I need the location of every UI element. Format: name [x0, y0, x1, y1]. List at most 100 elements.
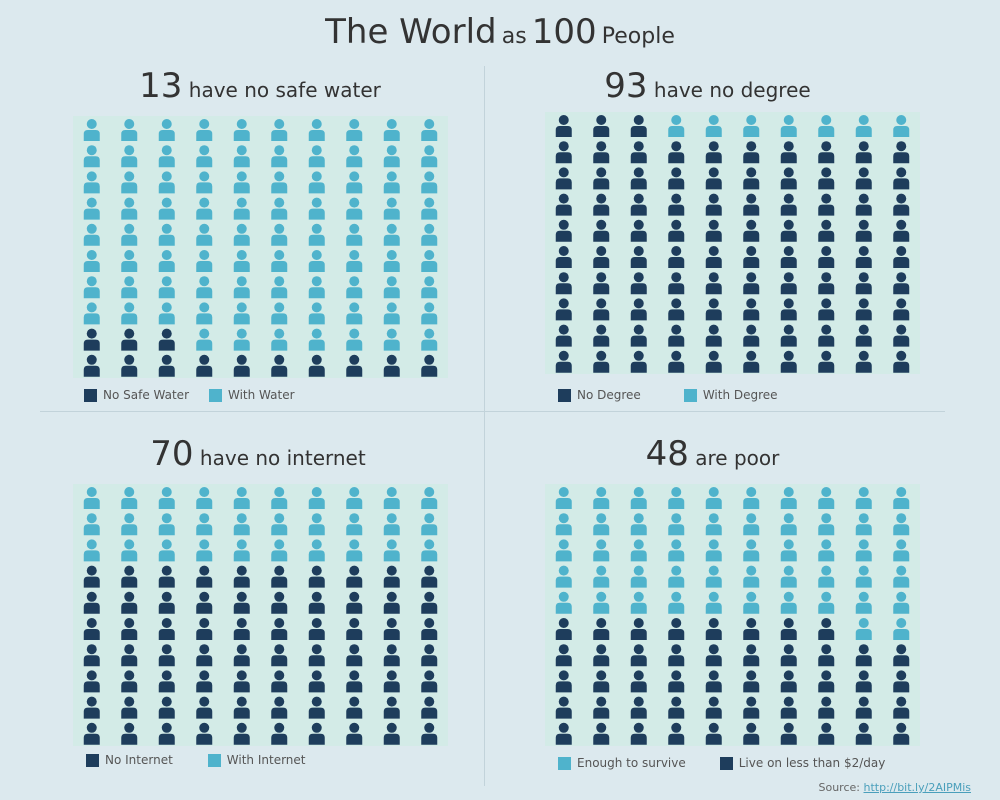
legend-swatch: [84, 388, 97, 402]
person-icon: [855, 324, 872, 347]
person-icon: [705, 618, 722, 640]
person-icon: [780, 115, 797, 137]
source-note: Source: http://bit.ly/2AIPMis: [819, 781, 972, 794]
person-icon: [346, 223, 363, 246]
person-icon: [818, 298, 835, 321]
person-icon: [121, 276, 138, 299]
person-icon: [346, 171, 363, 194]
person-icon: [630, 670, 647, 693]
legend-swatch: [558, 756, 571, 770]
person-icon: [593, 298, 610, 321]
person-icon: [233, 145, 250, 168]
person-icon: [383, 145, 400, 168]
person-icon: [630, 591, 647, 614]
person-icon: [855, 618, 872, 640]
person-icon: [668, 513, 685, 536]
person-icon: [383, 670, 400, 693]
person-icon: [308, 618, 325, 640]
person-icon: [855, 272, 872, 295]
person-icon: [743, 350, 760, 373]
person-icon: [121, 119, 138, 141]
person-icon: [668, 272, 685, 295]
person-icon: [196, 539, 213, 562]
person-icon: [421, 487, 438, 509]
person-icon: [421, 618, 438, 640]
person-icon: [346, 539, 363, 562]
person-icon: [743, 324, 760, 347]
person-icon: [83, 276, 100, 299]
person-icon: [555, 219, 572, 242]
person-icon: [743, 591, 760, 614]
person-icon: [593, 115, 610, 137]
person-icon: [743, 513, 760, 536]
person-icon: [83, 302, 100, 325]
person-icon: [630, 618, 647, 640]
person-icon: [593, 487, 610, 509]
person-icon: [630, 167, 647, 190]
person-icon: [233, 197, 250, 220]
person-icon: [421, 171, 438, 194]
person-icon: [855, 298, 872, 321]
person-icon: [158, 276, 175, 299]
person-icon: [383, 722, 400, 745]
person-icon: [346, 722, 363, 745]
person-icon: [593, 670, 610, 693]
person-icon: [83, 644, 100, 667]
person-icon: [818, 618, 835, 640]
person-icon: [158, 644, 175, 667]
person-icon: [383, 644, 400, 667]
person-icon: [83, 328, 100, 351]
person-icon: [121, 302, 138, 325]
person-icon: [855, 722, 872, 745]
person-icon: [630, 272, 647, 295]
person-icon: [743, 193, 760, 216]
person-icon: [271, 328, 288, 351]
person-icon: [743, 298, 760, 321]
person-icon: [668, 644, 685, 667]
person-icon: [555, 246, 572, 268]
person-icon: [893, 324, 910, 347]
person-icon: [855, 565, 872, 588]
person-icon: [83, 565, 100, 588]
person-icon: [158, 250, 175, 272]
person-icon: [668, 696, 685, 719]
person-icon: [705, 565, 722, 588]
person-icon: [593, 324, 610, 347]
person-icon: [780, 487, 797, 509]
person-icon: [630, 696, 647, 719]
person-icon: [383, 539, 400, 562]
person-icon: [555, 272, 572, 295]
panel-title-number: 93: [604, 66, 648, 106]
person-icon: [630, 565, 647, 588]
person-icon: [593, 167, 610, 190]
person-icon: [196, 565, 213, 588]
person-icon: [271, 197, 288, 220]
person-icon: [855, 513, 872, 536]
person-icon: [555, 193, 572, 216]
title-part-1: The World: [325, 12, 497, 52]
person-icon: [308, 145, 325, 168]
person-icon: [705, 115, 722, 137]
person-icon: [421, 328, 438, 351]
person-icon: [308, 354, 325, 377]
person-icon: [705, 324, 722, 347]
person-icon: [780, 539, 797, 562]
person-icon: [233, 539, 250, 562]
legend-label: No Degree: [577, 388, 641, 402]
person-icon: [233, 328, 250, 351]
person-icon: [555, 115, 572, 137]
person-icon: [630, 644, 647, 667]
source-link[interactable]: http://bit.ly/2AIPMis: [863, 781, 972, 794]
person-icon: [421, 276, 438, 299]
person-icon: [271, 302, 288, 325]
person-icon: [158, 223, 175, 246]
person-icon: [121, 250, 138, 272]
person-icon: [818, 115, 835, 137]
person-icon: [555, 618, 572, 640]
person-icon: [196, 354, 213, 377]
person-icon: [555, 670, 572, 693]
person-icon: [855, 591, 872, 614]
person-icon: [83, 197, 100, 220]
person-icon: [121, 670, 138, 693]
person-icon: [196, 223, 213, 246]
